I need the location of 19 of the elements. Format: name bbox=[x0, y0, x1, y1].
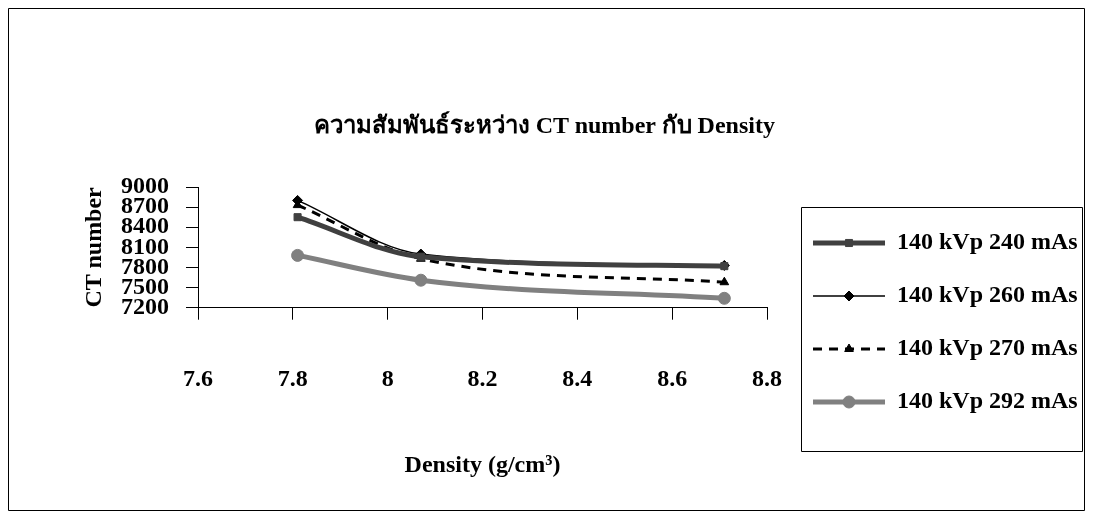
x-axis-title: Density (g/cm³) bbox=[404, 451, 561, 478]
x-tick-label: 8.4 bbox=[562, 365, 593, 392]
point bbox=[717, 291, 731, 305]
point bbox=[293, 213, 302, 222]
legend-label: 140 kVp 260 mAs bbox=[897, 281, 1078, 308]
y-axis-title: CT number bbox=[80, 186, 107, 308]
point bbox=[719, 276, 730, 286]
point bbox=[414, 273, 428, 287]
x-tick-label: 8.2 bbox=[467, 365, 498, 392]
chart-title: ความสัมพันธ์ระหว่าง CT number กับ Density bbox=[313, 111, 775, 139]
legend-label: 140 kVp 292 mAs bbox=[897, 387, 1078, 414]
point bbox=[291, 248, 305, 262]
legend-label: 140 kVp 270 mAs bbox=[897, 334, 1078, 361]
legend-label: 140 kVp 240 mAs bbox=[897, 228, 1078, 255]
x-tick-label: 7.8 bbox=[277, 365, 308, 392]
x-tick-label: 8 bbox=[381, 365, 394, 392]
x-tick-label: 7.6 bbox=[183, 365, 213, 392]
x-tick-label: 8.6 bbox=[657, 365, 688, 392]
x-tick-label: 8.8 bbox=[752, 365, 783, 392]
